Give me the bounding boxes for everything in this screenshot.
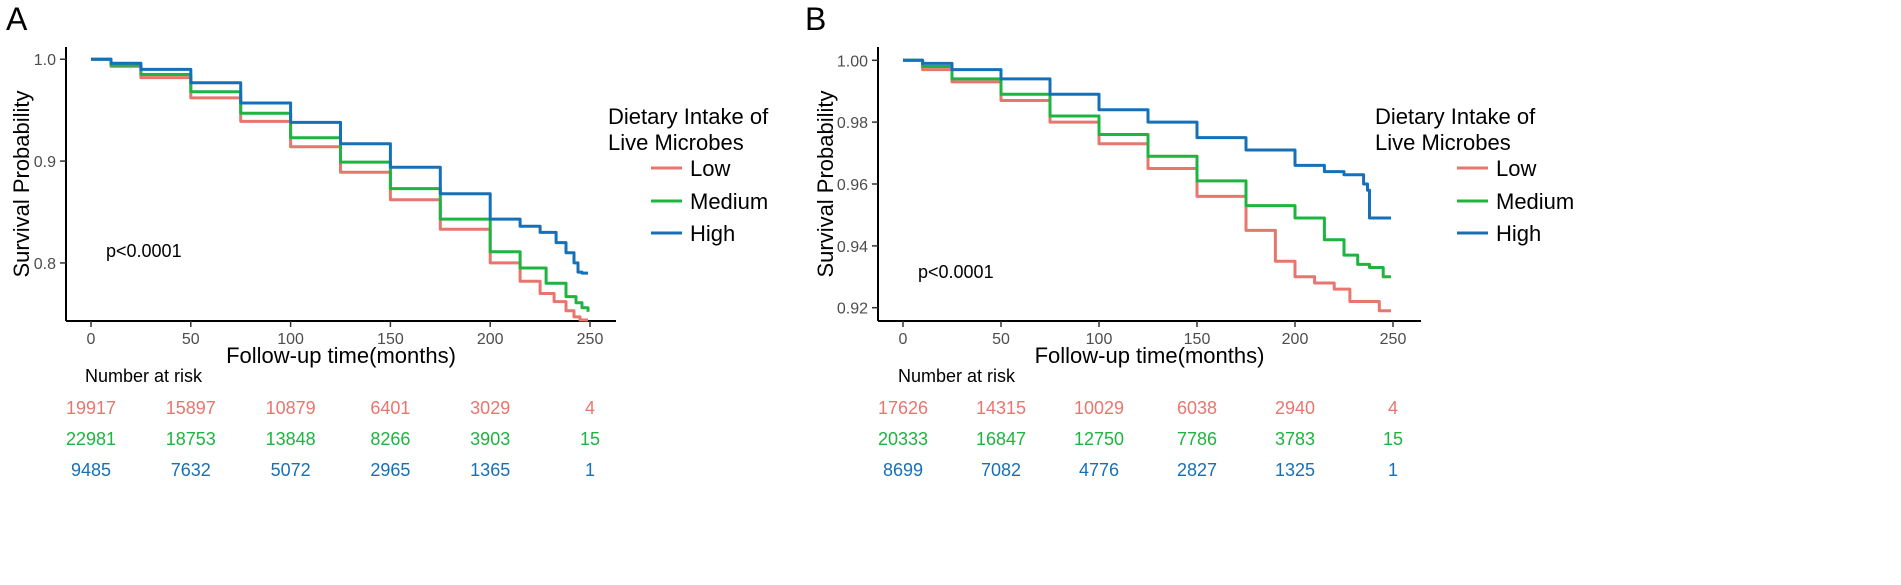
survival-curve-high bbox=[903, 58, 1391, 220]
risk-count: 9485 bbox=[71, 460, 111, 480]
risk-count: 5072 bbox=[271, 460, 311, 480]
x-tick-label: 100 bbox=[277, 331, 304, 348]
legend-label-medium: Medium bbox=[690, 189, 768, 214]
risk-count: 1325 bbox=[1275, 460, 1315, 480]
risk-count: 4 bbox=[585, 398, 595, 418]
x-tick-label: 150 bbox=[377, 331, 404, 348]
risk-count: 8266 bbox=[370, 429, 410, 449]
risk-count: 7632 bbox=[171, 460, 211, 480]
y-axis-title: Survival Probability bbox=[9, 90, 34, 277]
x-tick-label: 250 bbox=[1380, 331, 1407, 348]
risk-count: 15 bbox=[1383, 429, 1403, 449]
y-tick-label: 0.94 bbox=[837, 239, 868, 256]
y-tick-label: 0.98 bbox=[837, 115, 868, 132]
y-tick-label: 1.0 bbox=[34, 52, 56, 69]
risk-count: 4776 bbox=[1079, 460, 1119, 480]
risk-count: 20333 bbox=[878, 429, 928, 449]
risk-count: 10879 bbox=[266, 398, 316, 418]
survival-curve-high bbox=[91, 57, 588, 275]
x-tick-label: 50 bbox=[992, 331, 1010, 348]
x-tick-label: 150 bbox=[1184, 331, 1211, 348]
panel-label: A bbox=[6, 1, 28, 37]
legend-label-low: Low bbox=[690, 156, 730, 181]
legend-label-high: High bbox=[1496, 221, 1541, 246]
survival-curve-medium bbox=[91, 57, 590, 312]
x-tick-label: 200 bbox=[1282, 331, 1309, 348]
y-axis-title: Survival Probability bbox=[813, 90, 838, 277]
y-tick-label: 0.96 bbox=[837, 177, 868, 194]
y-tick-label: 0.8 bbox=[34, 256, 56, 273]
risk-count: 6401 bbox=[370, 398, 410, 418]
panel-b: B 0 50 100 150 200 250 1.00 0.98 0.96 0.94 0.92 Surv… bbox=[805, 1, 1574, 480]
risk-count: 1365 bbox=[470, 460, 510, 480]
p-value-label: p<0.0001 bbox=[918, 262, 994, 282]
risk-count: 15897 bbox=[166, 398, 216, 418]
legend-title-line1: Dietary Intake of bbox=[1375, 104, 1536, 129]
risk-table-title: Number at risk bbox=[898, 366, 1016, 386]
survival-curve-low bbox=[91, 57, 588, 322]
panel-label: B bbox=[805, 1, 826, 37]
x-tick-label: 0 bbox=[899, 331, 908, 348]
risk-table-title: Number at risk bbox=[85, 366, 203, 386]
risk-count: 10029 bbox=[1074, 398, 1124, 418]
legend-label-medium: Medium bbox=[1496, 189, 1574, 214]
x-axis-title: Follow-up time(months) bbox=[226, 343, 456, 368]
y-tick-label: 1.00 bbox=[837, 53, 868, 70]
risk-count: 18753 bbox=[166, 429, 216, 449]
risk-count: 16847 bbox=[976, 429, 1026, 449]
risk-count: 15 bbox=[580, 429, 600, 449]
risk-count: 4 bbox=[1388, 398, 1398, 418]
risk-count: 12750 bbox=[1074, 429, 1124, 449]
risk-count: 7786 bbox=[1177, 429, 1217, 449]
x-tick-label: 100 bbox=[1086, 331, 1113, 348]
risk-count: 14315 bbox=[976, 398, 1026, 418]
risk-count: 3783 bbox=[1275, 429, 1315, 449]
p-value-label: p<0.0001 bbox=[106, 241, 182, 261]
legend-label-low: Low bbox=[1496, 156, 1536, 181]
risk-count: 19917 bbox=[66, 398, 116, 418]
risk-table: Number at risk 19917 15897 10879 6401 3029 4 22… bbox=[66, 366, 600, 480]
x-tick-label: 250 bbox=[577, 331, 604, 348]
legend-label-high: High bbox=[690, 221, 735, 246]
x-tick-label: 200 bbox=[477, 331, 504, 348]
legend-title-line2: Live Microbes bbox=[1375, 130, 1511, 155]
risk-count: 17626 bbox=[878, 398, 928, 418]
x-axis-title: Follow-up time(months) bbox=[1035, 343, 1265, 368]
y-tick-label: 0.9 bbox=[34, 154, 56, 171]
risk-count: 8699 bbox=[883, 460, 923, 480]
legend-title-line2: Live Microbes bbox=[608, 130, 744, 155]
y-tick-label: 0.92 bbox=[837, 301, 868, 318]
risk-count: 3029 bbox=[470, 398, 510, 418]
risk-count: 6038 bbox=[1177, 398, 1217, 418]
risk-count: 2965 bbox=[370, 460, 410, 480]
risk-count: 13848 bbox=[266, 429, 316, 449]
risk-count: 22981 bbox=[66, 429, 116, 449]
risk-count: 1 bbox=[1388, 460, 1398, 480]
risk-count: 2940 bbox=[1275, 398, 1315, 418]
risk-count: 3903 bbox=[470, 429, 510, 449]
x-tick-label: 50 bbox=[182, 331, 200, 348]
x-tick-label: 0 bbox=[87, 331, 96, 348]
risk-table: Number at risk 17626 14315 10029 6038 2940 4 20… bbox=[878, 366, 1403, 480]
risk-count: 1 bbox=[585, 460, 595, 480]
risk-count: 7082 bbox=[981, 460, 1021, 480]
legend-title-line1: Dietary Intake of bbox=[608, 104, 769, 129]
risk-count: 2827 bbox=[1177, 460, 1217, 480]
